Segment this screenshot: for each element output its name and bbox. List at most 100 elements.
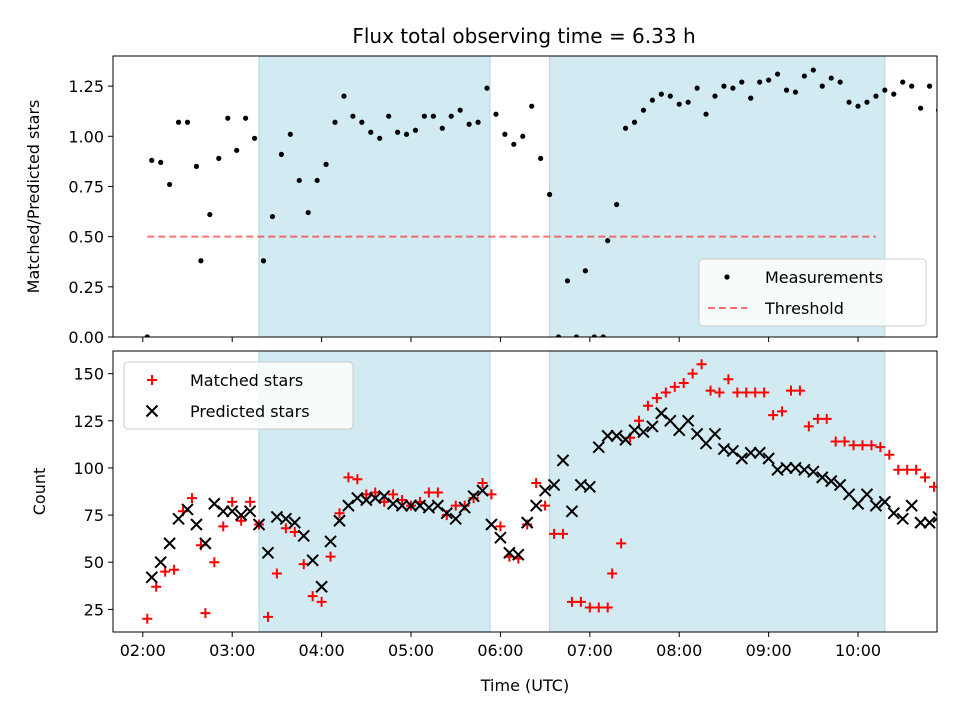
matched-point: [777, 406, 788, 417]
predicted-point: [181, 503, 194, 516]
matched-point: [812, 413, 823, 424]
predicted-point: [476, 484, 489, 497]
matched-point: [209, 557, 220, 568]
predicted-point: [664, 414, 677, 427]
legend: Measurements Threshold: [698, 258, 927, 327]
x-axis-label: Time (UTC): [480, 676, 569, 695]
predicted-point: [467, 490, 480, 503]
measurement-point: [900, 79, 906, 85]
legend-marker-matched: [147, 375, 157, 385]
legend-marker-predicted: [145, 404, 159, 418]
measurement-point: [614, 201, 620, 208]
measurement-point: [855, 103, 861, 109]
x-tick-label: 04:00: [299, 641, 345, 660]
measurement-point: [538, 155, 544, 161]
measurement-point: [837, 79, 843, 85]
measurement-point: [757, 79, 763, 85]
predicted-point: [833, 478, 847, 492]
predicted-point: [923, 516, 936, 529]
measurement-point: [774, 71, 781, 77]
legend-box: [698, 258, 927, 327]
predicted-point: [673, 424, 686, 437]
measurement-point: [448, 113, 454, 119]
predicted-point: [619, 433, 632, 446]
matched-point: [432, 487, 443, 498]
measurement-point: [175, 119, 182, 125]
matched-point: [459, 500, 470, 511]
measurement-point: [529, 103, 535, 109]
x-tick-label: 05:00: [388, 641, 434, 660]
measurement-point: [828, 75, 834, 81]
measurement-point: [193, 163, 200, 169]
measurement-point: [945, 102, 950, 107]
matched-point: [785, 385, 796, 396]
matched-point: [732, 387, 743, 398]
y-tick-label: 0.50: [68, 228, 104, 247]
measurement-point: [792, 89, 799, 95]
measurement-point: [386, 113, 392, 119]
x-tick-label: 08:00: [656, 641, 702, 660]
x-tick-label: 03:00: [209, 641, 255, 660]
measurement-point: [622, 125, 629, 131]
matched-point: [660, 387, 671, 398]
matched-point: [423, 487, 434, 498]
measurement-point: [721, 83, 727, 89]
matched-point: [280, 523, 291, 534]
measurement-point: [484, 85, 490, 91]
matched-point: [593, 602, 604, 613]
predicted-point: [896, 512, 909, 526]
matched-point: [441, 510, 452, 521]
matched-point: [352, 474, 363, 485]
measurement-point: [198, 258, 204, 264]
predicted-point: [744, 446, 757, 460]
predicted-point: [807, 465, 820, 478]
matched-point: [495, 521, 506, 532]
measurement-point: [582, 268, 588, 274]
bottom-panel: 02:00 03:00 04:00 05:00 06:00 07:00 08:00 09:00…: [30, 350, 960, 695]
matched-point: [741, 387, 752, 398]
matched-point: [902, 464, 913, 475]
legend-label: Measurements: [765, 268, 883, 287]
legend: Matched stars Predicted stars: [123, 361, 354, 430]
predicted-point: [261, 546, 275, 559]
matched-point: [316, 596, 327, 607]
matched-point: [298, 559, 309, 570]
predicted-point: [297, 529, 310, 543]
predicted-point: [199, 537, 212, 550]
matched-point: [616, 538, 627, 549]
predicted-point: [816, 471, 829, 484]
matched-point: [151, 581, 162, 592]
matched-point: [397, 494, 408, 505]
legend-box: [123, 361, 354, 430]
matched-point: [271, 568, 282, 579]
matched-point: [370, 487, 381, 498]
measurement-point: [243, 115, 249, 121]
measurement-point: [667, 93, 673, 99]
measurement-point: [314, 177, 320, 184]
measurement-point: [377, 135, 383, 141]
matched-point: [938, 482, 948, 492]
measurement-point: [712, 93, 718, 99]
measurement-point: [605, 238, 611, 244]
legend-label: Predicted stars: [190, 402, 310, 421]
measurement-point: [296, 177, 302, 184]
predicted-point: [905, 499, 918, 512]
measurement-point: [207, 211, 213, 218]
predicted-point: [592, 440, 605, 454]
matched-point: [200, 608, 211, 619]
legend-label: Threshold: [764, 299, 844, 318]
measurement-point: [766, 77, 772, 83]
matched-point: [468, 493, 479, 504]
predicted-point: [951, 523, 960, 534]
legend-marker-measurements: [724, 274, 730, 280]
measurement-point: [216, 155, 222, 161]
predicted-point: [333, 514, 346, 527]
plot-area: [142, 359, 960, 624]
measurement-point: [359, 119, 365, 125]
predicted-point: [172, 512, 185, 526]
y-tick-label: 125: [73, 412, 104, 431]
matched-point: [584, 602, 595, 613]
measurement-point: [954, 84, 959, 89]
predicted-point: [288, 516, 301, 529]
